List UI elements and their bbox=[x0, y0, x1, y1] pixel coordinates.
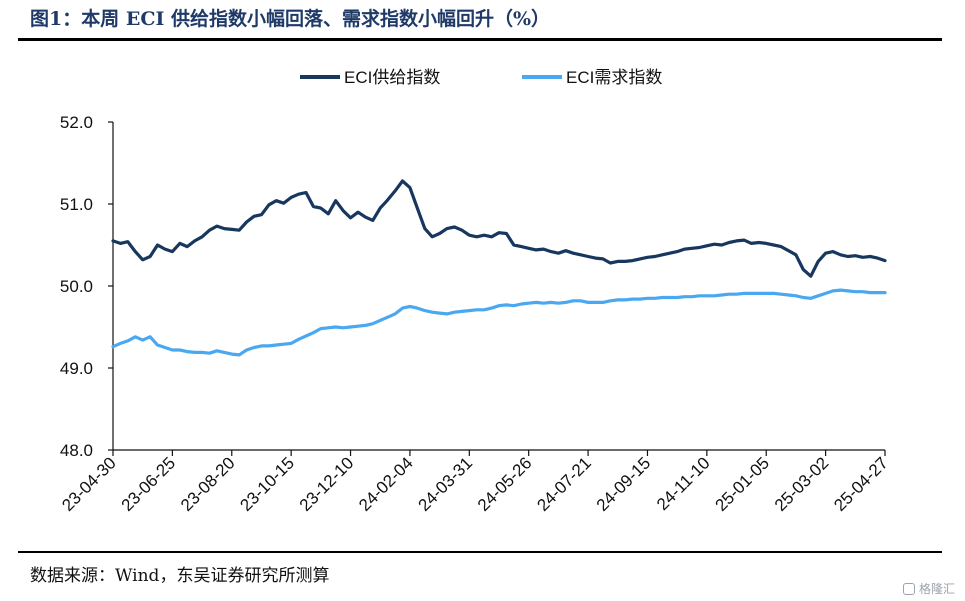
x-tick-label: 23-04-30 bbox=[58, 453, 120, 515]
y-tick-label: 49.0 bbox=[60, 359, 93, 378]
x-tick-label: 24-07-21 bbox=[533, 453, 595, 515]
x-tick-label: 24-05-26 bbox=[474, 453, 536, 515]
x-tick-label: 23-12-10 bbox=[296, 453, 358, 515]
x-tick-label: 23-06-25 bbox=[118, 453, 180, 515]
x-tick-label: 24-09-15 bbox=[593, 453, 655, 515]
legend: ECI供给指数 ECI需求指数 bbox=[300, 68, 662, 87]
watermark: 格隆汇 bbox=[902, 580, 955, 597]
series-layer bbox=[111, 179, 887, 357]
series-line-demand bbox=[111, 288, 887, 357]
chart-title: 图1：本周 ECI 供给指数小幅回落、需求指数小幅回升（%） bbox=[30, 8, 550, 30]
x-tick-label: 25-04-27 bbox=[830, 453, 892, 515]
y-tick-label: 52.0 bbox=[60, 113, 93, 132]
y-tick-label: 50.0 bbox=[60, 277, 93, 296]
x-tick-label: 23-08-20 bbox=[177, 453, 239, 515]
series-line-supply bbox=[111, 179, 887, 278]
eci-line-chart: ECI供给指数 ECI需求指数 48.0 49.0 50.0 51.0 52.0 23-0… bbox=[58, 68, 892, 515]
y-tick-label: 51.0 bbox=[60, 195, 93, 214]
y-tick-label: 48.0 bbox=[60, 441, 93, 460]
x-tick-label: 24-03-31 bbox=[415, 453, 477, 515]
x-tick-label: 25-01-05 bbox=[711, 453, 773, 515]
legend-label-supply: ECI供给指数 bbox=[344, 68, 440, 87]
axes: 48.0 49.0 50.0 51.0 52.0 23-04-3023-06-2523-0… bbox=[58, 113, 892, 515]
top-rule bbox=[18, 38, 942, 41]
x-tick-label: 23-10-15 bbox=[236, 453, 298, 515]
source-note: 数据来源：Wind，东吴证券研究所测算 bbox=[30, 566, 330, 586]
legend-label-demand: ECI需求指数 bbox=[566, 68, 662, 87]
watermark-text: 格隆汇 bbox=[918, 582, 955, 596]
x-tick-label: 25-03-02 bbox=[771, 453, 833, 515]
watermark-logo-icon bbox=[902, 582, 915, 595]
x-tick-label: 24-11-10 bbox=[653, 453, 714, 514]
x-tick-label: 24-02-04 bbox=[355, 453, 417, 515]
bottom-rule bbox=[18, 551, 942, 553]
